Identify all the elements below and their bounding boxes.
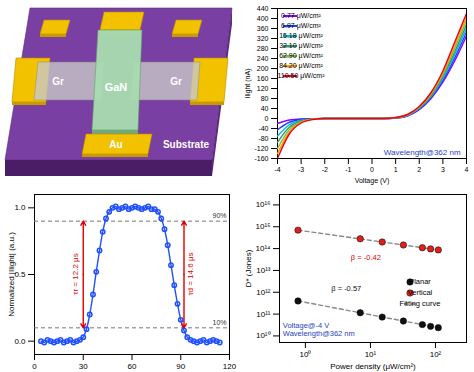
svg-text:0: 0 bbox=[265, 115, 269, 122]
svg-text:Gr: Gr bbox=[170, 76, 182, 87]
svg-text:10¹³: 10¹³ bbox=[256, 266, 271, 275]
svg-text:10%: 10% bbox=[212, 319, 226, 326]
svg-text:1.0: 1.0 bbox=[14, 203, 26, 212]
svg-text:240: 240 bbox=[257, 55, 269, 62]
svg-text:440: 440 bbox=[257, 5, 269, 12]
svg-text:Normalized |Ilight| (a.u.): Normalized |Ilight| (a.u.) bbox=[7, 232, 16, 317]
svg-text:-80: -80 bbox=[258, 135, 268, 142]
svg-text:0.5: 0.5 bbox=[14, 270, 26, 280]
svg-text:80: 80 bbox=[261, 95, 269, 102]
svg-text:Voltage (V): Voltage (V) bbox=[355, 177, 390, 185]
svg-text:Ilight (nA): Ilight (nA) bbox=[244, 69, 252, 99]
svg-text:4: 4 bbox=[465, 166, 469, 173]
svg-text:Power density (μW/cm²): Power density (μW/cm²) bbox=[330, 362, 416, 371]
svg-text:200: 200 bbox=[257, 65, 269, 72]
svg-text:10¹¹: 10¹¹ bbox=[256, 310, 271, 319]
svg-text:Voltage@-4 VWavelength@362 nm: Voltage@-4 VWavelength@362 nm bbox=[283, 321, 355, 338]
svg-text:320: 320 bbox=[257, 35, 269, 42]
svg-text:β = -0.42: β = -0.42 bbox=[351, 253, 381, 262]
svg-text:-3: -3 bbox=[298, 166, 304, 173]
svg-text:GaN: GaN bbox=[105, 81, 128, 93]
svg-text:-2: -2 bbox=[322, 166, 328, 173]
svg-text:10¹⁵: 10¹⁵ bbox=[256, 222, 271, 231]
svg-text:τd = 14.6 μs: τd = 14.6 μs bbox=[186, 252, 195, 295]
svg-text:400: 400 bbox=[257, 15, 269, 22]
svg-text:2: 2 bbox=[417, 166, 421, 173]
svg-text:6.97 μW/cm²: 6.97 μW/cm² bbox=[281, 22, 321, 30]
svg-text:β = -0.57: β = -0.57 bbox=[331, 284, 361, 293]
svg-text:10¹⁶: 10¹⁶ bbox=[256, 200, 271, 209]
svg-text:10²: 10² bbox=[430, 350, 442, 359]
svg-text:0.77 μW/cm²: 0.77 μW/cm² bbox=[281, 12, 321, 20]
svg-text:160: 160 bbox=[257, 75, 269, 82]
svg-text:84.20 μW/cm²: 84.20 μW/cm² bbox=[279, 62, 323, 70]
svg-text:60: 60 bbox=[128, 362, 137, 371]
svg-text:62.90 μW/cm²: 62.90 μW/cm² bbox=[279, 52, 323, 60]
svg-text:30: 30 bbox=[79, 362, 88, 371]
svg-text:0.0: 0.0 bbox=[14, 337, 26, 346]
svg-text:-120: -120 bbox=[254, 145, 268, 152]
svg-text:90: 90 bbox=[176, 362, 185, 371]
svg-text:10¹⁴: 10¹⁴ bbox=[256, 244, 272, 253]
svg-text:-1: -1 bbox=[345, 166, 351, 173]
svg-text:Wavelength@362 nm: Wavelength@362 nm bbox=[384, 148, 461, 157]
svg-text:-40: -40 bbox=[258, 125, 268, 132]
svg-text:120: 120 bbox=[223, 362, 237, 371]
svg-text:0: 0 bbox=[370, 166, 374, 173]
svg-text:10¹²: 10¹² bbox=[256, 288, 271, 297]
svg-text:15.18 μW/cm²: 15.18 μW/cm² bbox=[279, 32, 323, 40]
svg-text:10¹: 10¹ bbox=[365, 350, 377, 359]
svg-text:Vertical: Vertical bbox=[408, 288, 433, 297]
svg-text:Fitting curve: Fitting curve bbox=[400, 299, 441, 308]
svg-text:110.50 μW/cm²: 110.50 μW/cm² bbox=[277, 72, 325, 80]
svg-text:280: 280 bbox=[257, 45, 269, 52]
svg-text:32.10 μW/cm²: 32.10 μW/cm² bbox=[279, 42, 323, 50]
svg-text:360: 360 bbox=[257, 25, 269, 32]
svg-text:1: 1 bbox=[394, 166, 398, 173]
svg-text:D* (Jones): D* (Jones) bbox=[244, 249, 253, 287]
svg-text:-160: -160 bbox=[254, 155, 268, 162]
svg-text:τr = 12.2 μs: τr = 12.2 μs bbox=[71, 253, 80, 294]
svg-text:Substrate: Substrate bbox=[163, 139, 210, 150]
svg-text:90%: 90% bbox=[212, 212, 226, 219]
svg-text:120: 120 bbox=[257, 85, 269, 92]
svg-text:Planar: Planar bbox=[409, 277, 431, 286]
svg-text:10⁰: 10⁰ bbox=[299, 350, 311, 359]
svg-text:0: 0 bbox=[32, 362, 37, 371]
svg-text:40: 40 bbox=[261, 105, 269, 112]
svg-text:3: 3 bbox=[441, 166, 445, 173]
svg-text:Gr: Gr bbox=[52, 76, 64, 87]
svg-text:10¹⁰: 10¹⁰ bbox=[256, 331, 271, 340]
svg-text:-4: -4 bbox=[274, 166, 280, 173]
svg-text:Au: Au bbox=[109, 139, 122, 150]
